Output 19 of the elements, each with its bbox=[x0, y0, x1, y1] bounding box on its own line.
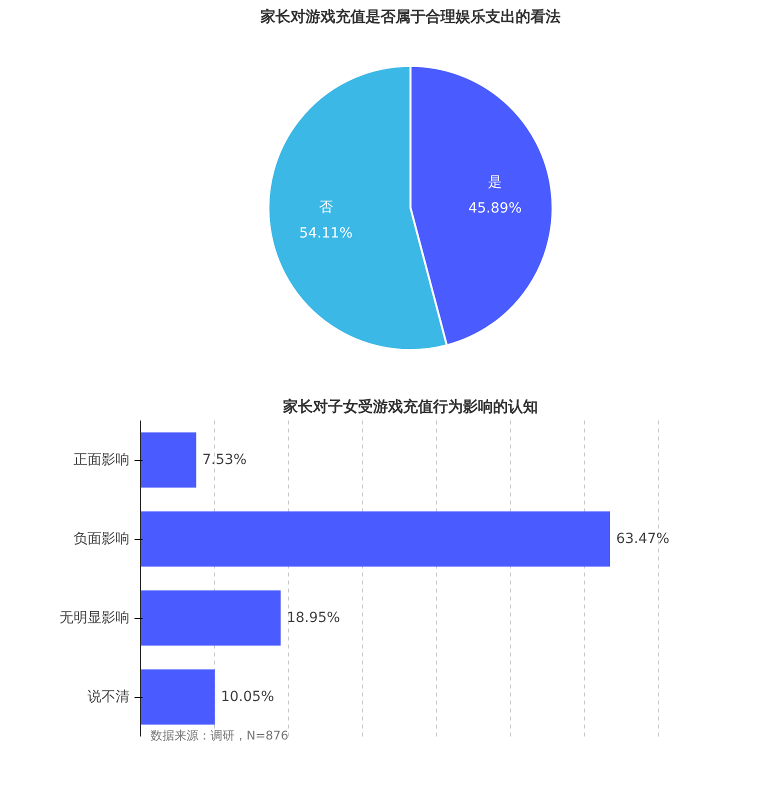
slice-label: 是 bbox=[488, 174, 502, 191]
data-label: 7.53% bbox=[202, 452, 247, 468]
chart-title: 家长对游戏充值是否属于合理娱乐支出的看法 bbox=[260, 8, 560, 26]
data-label: 54.11% bbox=[299, 225, 353, 242]
data-label: 63.47% bbox=[616, 531, 670, 547]
slice-label: 否 bbox=[318, 200, 333, 216]
y-tick-label: 说不清 bbox=[88, 689, 130, 705]
annotation: 数据来源：调研，N=876 bbox=[150, 728, 288, 742]
chart-title: 家长对子女受游戏充值行为影响的认知 bbox=[282, 398, 538, 416]
data-label: 45.89% bbox=[468, 200, 522, 216]
bar bbox=[140, 669, 215, 725]
y-tick-label: 正面影响 bbox=[74, 452, 130, 468]
data-label: 18.95% bbox=[286, 610, 340, 626]
y-tick-label: 负面影响 bbox=[74, 531, 130, 547]
bar bbox=[140, 432, 196, 488]
data-label: 10.05% bbox=[220, 689, 274, 705]
bar bbox=[140, 590, 281, 646]
bar bbox=[140, 511, 610, 567]
y-tick-label: 无明显影响 bbox=[60, 610, 130, 626]
